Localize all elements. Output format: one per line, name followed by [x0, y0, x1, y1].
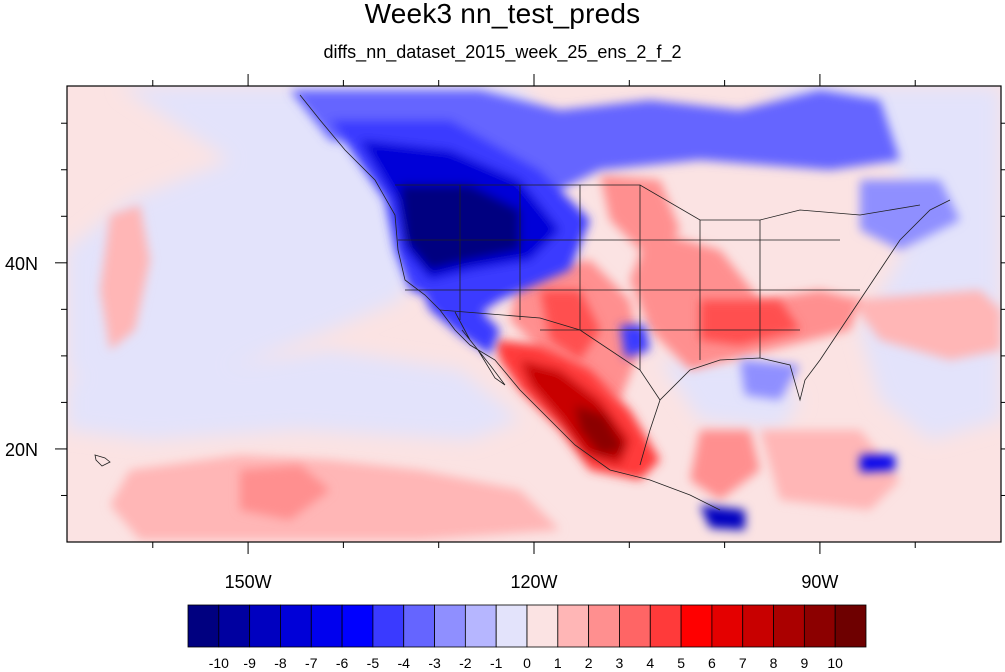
map-plot-area: [67, 86, 1001, 542]
light-red-atlantic-band: [850, 290, 1001, 360]
colorbar-label: 4: [646, 655, 654, 671]
colorbar-swatch: [495, 604, 528, 648]
map-subtitle: diffs_nn_dataset_2015_week_25_ens_2_f_2: [323, 42, 682, 62]
geographic-outlines: [94, 94, 951, 511]
colorbar-swatch: [187, 604, 220, 648]
map-ticks: 150W 120W 90W 40N 20N: [5, 74, 1005, 592]
colorbar-label: 10: [827, 655, 843, 671]
blue-gulf-stream: [740, 360, 800, 400]
light-red-south-pacific: [110, 455, 560, 540]
strong-red-southwest: [540, 290, 600, 360]
colorbar-swatch: [464, 604, 497, 648]
colorbar-label: -7: [305, 655, 318, 671]
blue-east-coast: [860, 180, 960, 250]
colorbar-swatch: [249, 604, 281, 648]
colorbar-label: 7: [739, 655, 747, 671]
colorbar-swatch: [834, 604, 867, 648]
blue-canada-band: [290, 90, 900, 190]
colorbar-label: -8: [274, 655, 287, 671]
colorbar-label: -1: [490, 655, 503, 671]
colorbar-swatch: [649, 604, 682, 648]
blue-texas-spot: [620, 325, 650, 358]
y-tick-label: 40N: [5, 254, 38, 274]
hawaii: [94, 454, 111, 467]
red-mexico-peak: [575, 405, 625, 455]
colorbar-swatch: [588, 604, 620, 648]
colorbar-label: 1: [554, 655, 562, 671]
colorbar-swatch: [372, 604, 405, 648]
colorbar-label: -3: [428, 655, 441, 671]
light-blue-central-pacific: [67, 350, 520, 440]
colorbar-swatch: [680, 604, 713, 648]
colorbar-label: 2: [585, 655, 593, 671]
colorbar-swatch: [218, 604, 251, 648]
gulf-coast: [639, 199, 951, 466]
colorbar-label: -10: [209, 655, 229, 671]
colorbar-swatch: [557, 604, 590, 648]
colorbar-swatch: [526, 604, 559, 648]
x-tick-label: 150W: [225, 572, 272, 592]
colorbar-swatch: [280, 604, 312, 648]
colorbar-swatch: [619, 604, 651, 648]
light-red-pacific-band-1: [100, 205, 150, 350]
colorbar-label: 8: [770, 655, 778, 671]
colorbar-swatch: [803, 604, 836, 648]
colorbar-swatch: [711, 604, 744, 648]
colorbar: -10 -9 -8 -7 -6 -5 -4 -3 -2 -1 0 1 2 3 4 5 6 7 8 9 10: [187, 604, 867, 671]
colorbar-swatch: [434, 604, 466, 648]
red-central-america: [690, 430, 760, 500]
anomaly-field-strong-red: [540, 290, 800, 360]
colorbar-label: 9: [800, 655, 808, 671]
anomaly-field-light-red: [100, 205, 1001, 540]
colorbar-label: 0: [523, 655, 531, 671]
colorbar-label: 5: [677, 655, 685, 671]
colorbar-label: 6: [708, 655, 716, 671]
colorbar-swatch: [742, 604, 774, 648]
colorbar-swatch: [310, 604, 343, 648]
blue-caribbean-spot: [860, 455, 895, 472]
x-tick-label: 120W: [510, 572, 557, 592]
blue-panama-spot: [700, 505, 745, 530]
baja-peninsula: [454, 311, 506, 386]
colorbar-swatch: [403, 604, 435, 648]
y-tick-label: 20N: [5, 440, 38, 460]
colorbar-label: -9: [243, 655, 256, 671]
state-lines-2: [398, 239, 860, 331]
red-south-pacific-core: [240, 465, 330, 520]
colorbar-label: -5: [367, 655, 380, 671]
colorbar-swatch: [773, 604, 805, 648]
x-tick-label: 90W: [801, 572, 838, 592]
anomaly-field-mexico: [495, 340, 660, 480]
colorbar-label: 3: [616, 655, 624, 671]
map-title: Week3 nn_test_preds: [364, 0, 641, 29]
colorbar-label: -6: [336, 655, 349, 671]
colorbar-swatch: [341, 604, 374, 648]
colorbar-label: -2: [459, 655, 472, 671]
colorbar-label: -4: [398, 655, 411, 671]
light-red-caribbean: [760, 430, 900, 510]
strong-red-southeast: [700, 300, 800, 345]
west-coast-line: [299, 94, 721, 511]
state-lines-1: [459, 185, 761, 370]
